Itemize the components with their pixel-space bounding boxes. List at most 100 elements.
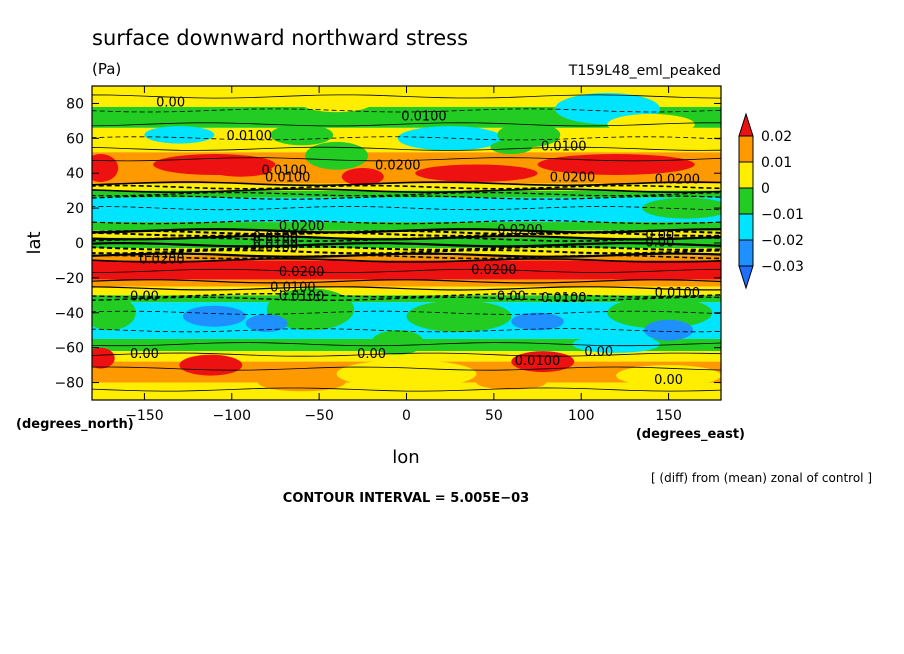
contour-label: 0.00 [497,289,526,304]
contour-line [92,292,721,298]
colorbar-label: 0 [761,181,770,197]
contour-line [92,157,721,162]
field-feature [92,295,136,331]
zonal-band [92,222,721,231]
y-tick-label: 60 [66,131,84,147]
colorbar-label: 0.01 [761,155,792,171]
colorbar-label: −0.03 [761,259,804,275]
contour-interval: CONTOUR INTERVAL = 5.005E−03 [283,491,529,506]
field-feature [415,164,538,182]
contour-line [92,279,721,284]
contour-label: 0.0100 [253,235,299,250]
zonal-band [92,260,721,280]
contour-line [92,310,721,315]
contour-line [92,254,721,260]
x-tick-label: 50 [485,408,503,424]
field-feature [301,94,372,113]
contour-label: 0.0200 [375,159,421,174]
contour-label: 0.0200 [139,253,185,268]
contour-label: 0.0100 [227,129,273,144]
field-feature [245,314,288,332]
y-tick-label: −20 [54,271,84,287]
field-feature [92,154,119,182]
contour-label: 0.00 [130,347,159,362]
zonal-band [92,183,721,191]
x-axis: −150 −100 −50 0 50 100 150 [125,86,682,424]
contour-line [92,296,721,302]
contour-labels: 0.000.01000.01000.01000.01000.01000.0200… [130,96,700,388]
field-feature [336,359,477,388]
colorbar-label: −0.01 [761,207,804,223]
field-feature [209,162,272,177]
contour-label: 0.0200 [550,171,596,186]
field-feature [511,312,564,331]
field-feature [490,140,533,155]
field-feature [476,375,547,390]
contour-line [92,237,721,242]
contour-line [92,366,721,371]
colorbar-segment [738,187,754,215]
contour-line [92,268,721,273]
contour-line [92,136,721,141]
zonal-band [92,190,721,198]
field-feature [572,335,660,353]
contour-label: 0.0100 [515,354,561,369]
chart-units: (Pa) [92,60,121,78]
field-feature [126,204,197,219]
contour-line [92,229,721,236]
contour-label: 0.0100 [265,171,311,186]
x-tick-label: 150 [655,408,682,424]
contour-label: 0.00 [156,96,185,111]
contour-label: 0.0200 [279,220,325,235]
field-feature [92,347,115,369]
heatmap-features [92,92,721,392]
colorbar-segment [738,213,754,241]
contour-label: 0.0100 [279,289,325,304]
contour-lines [92,94,721,392]
contour-label: 0.00 [584,345,613,360]
colorbar-label: −0.02 [761,233,804,249]
diff-note: [ (diff) from (mean) zonal of control ] [651,471,872,485]
contour-line [92,245,721,251]
heatmap-field: 0.000.01000.01000.01000.01000.01000.0200… [92,86,721,400]
y-axis: −80 −60 −40 −20 0 20 40 60 80 [54,96,721,392]
y-units-label: (degrees_north) [16,417,134,432]
field-feature [397,126,503,151]
field-feature [270,124,334,146]
contour-label: 0.00 [645,235,674,250]
contour-label: 0.0200 [497,223,543,238]
x-tick-label: −100 [213,408,251,424]
y-tick-label: 20 [66,201,84,217]
field-feature [371,330,424,355]
contour-label: 0.0200 [471,263,517,278]
contour-label: 0.0100 [270,281,316,296]
y-tick-label: −60 [54,341,84,357]
field-feature [341,167,384,186]
contour-label: 0.00 [645,228,674,243]
contour-line [92,328,721,333]
y-tick-label: 0 [75,236,84,252]
contour-line [92,206,721,211]
y-tick-label: −40 [54,306,84,322]
field-feature [182,305,246,327]
contour-label: 0.00 [357,347,386,362]
contour-label: 0.00 [130,289,159,304]
chart-title: surface downward northward stress [92,26,468,50]
field-feature [616,365,721,387]
contour-line [92,257,721,263]
colorbar-segment [738,135,754,163]
contour-label: 0.0100 [541,139,587,154]
contour-line [92,387,721,392]
contour-label: 0.0100 [655,286,701,301]
experiment-label: T159L48_eml_peaked [568,63,721,79]
colorbar: 0.02 0.01 0 −0.01 −0.02 −0.03 [738,112,804,290]
contour-label: 0.00 [654,373,683,388]
zonal-band [92,351,721,362]
contour-line [92,184,721,190]
contour-line [92,286,721,291]
field-feature [642,197,721,219]
field-feature [144,126,215,144]
x-axis-label: lon [392,447,419,468]
field-feature [266,288,355,331]
